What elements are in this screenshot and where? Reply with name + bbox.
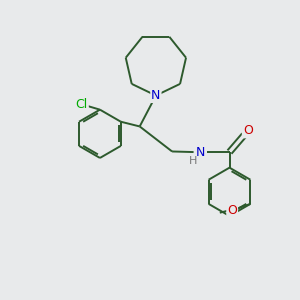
Text: O: O <box>227 204 237 217</box>
Text: H: H <box>188 157 197 166</box>
Text: O: O <box>243 124 253 137</box>
Text: N: N <box>195 146 205 159</box>
Text: N: N <box>151 89 160 102</box>
Text: Cl: Cl <box>76 98 88 111</box>
